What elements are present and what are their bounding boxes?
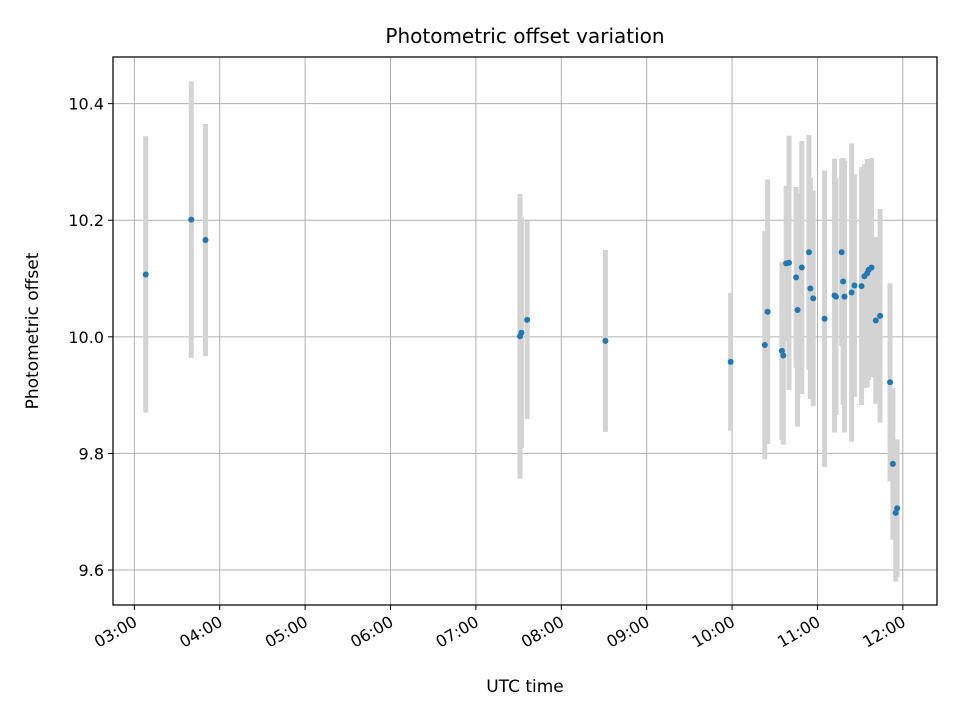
data-point [868, 264, 875, 271]
data-points [142, 216, 901, 516]
y-tick-label: 9.6 [79, 561, 104, 580]
data-point [877, 312, 884, 319]
data-point [727, 358, 734, 365]
data-point [807, 285, 814, 292]
data-point [602, 337, 609, 344]
y-axis-ticks: 9.6 9.8 10.0 10.2 10.4 [68, 95, 113, 580]
data-point [798, 264, 805, 271]
plot-frame [112, 56, 938, 606]
data-point [840, 278, 847, 285]
data-point [848, 289, 855, 296]
data-point [841, 293, 848, 300]
data-point [889, 460, 896, 467]
x-axis-title: UTC time [486, 677, 564, 697]
y-axis-title: Photometric offset [23, 252, 43, 409]
data-point [785, 259, 792, 266]
data-point [780, 352, 787, 359]
data-point [894, 505, 901, 512]
data-point [838, 249, 845, 256]
data-point [188, 216, 195, 223]
data-point [892, 509, 899, 516]
data-point [832, 293, 839, 300]
y-tick-label: 10.0 [68, 328, 104, 347]
data-point [851, 282, 858, 289]
data-point [142, 271, 149, 278]
data-point [887, 379, 894, 386]
data-point [810, 295, 817, 302]
data-point [778, 347, 785, 354]
data-point [524, 316, 531, 323]
data-point [872, 317, 879, 324]
data-point [794, 307, 801, 314]
grid [113, 57, 937, 605]
data-point [764, 308, 771, 315]
data-point [202, 237, 209, 244]
data-point [858, 283, 865, 290]
y-tick-label: 10.2 [68, 211, 104, 230]
data-point [805, 249, 812, 256]
data-point [821, 315, 828, 322]
data-point [761, 341, 768, 348]
chart-title: Photometric offset variation [385, 24, 664, 48]
y-tick-label: 10.4 [68, 95, 104, 114]
data-point [518, 329, 525, 336]
data-point [793, 274, 800, 281]
y-tick-label: 9.8 [79, 444, 104, 463]
